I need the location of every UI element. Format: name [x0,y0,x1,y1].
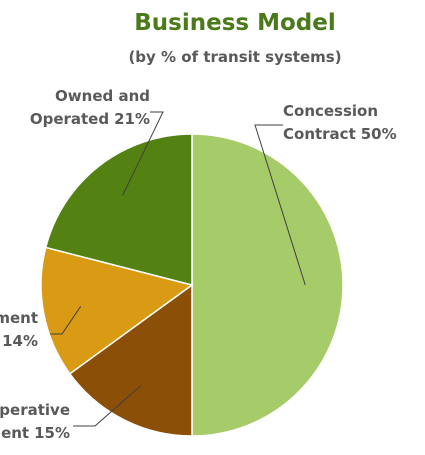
value-label: 50% [361,125,397,143]
leader-line [254,124,306,286]
category-label: Concession Contract [283,102,378,143]
chart-title: Business Model [134,10,335,36]
category-label: CooperativeAgreement [0,401,70,442]
chart-subtitle: (by % of transit systems) [128,48,341,66]
leader-line [50,305,82,335]
category-label: Owned and Operated [30,87,150,128]
value-label: 21% [114,110,150,128]
pie-slice [68,283,193,437]
value-label: 14% [2,332,38,350]
pie-slice [191,133,344,437]
pie-slice [44,133,193,286]
leader-line [73,385,141,427]
pie-slice [40,246,194,375]
value-label: 15% [34,424,70,442]
leader-line [122,111,164,196]
category-label: ManagementContract [0,309,38,350]
